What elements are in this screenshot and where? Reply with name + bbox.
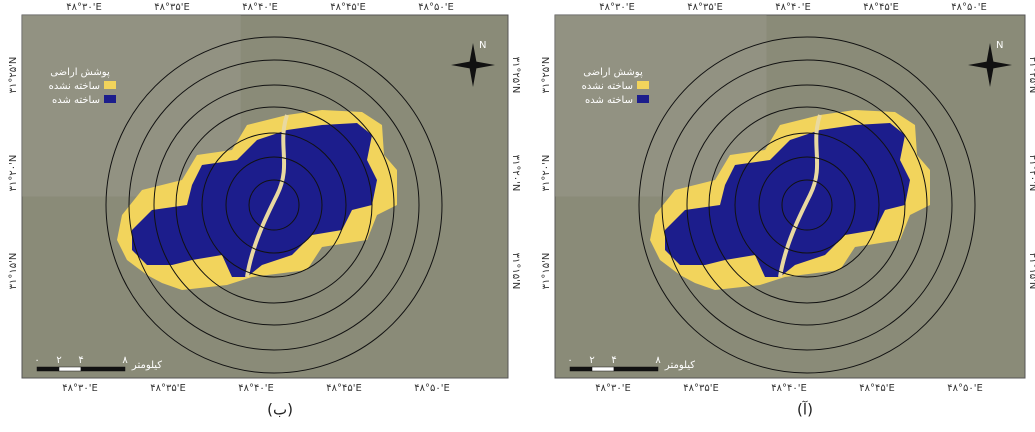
scale-segment xyxy=(59,367,81,371)
right-coordinate: ۳۱°۱۵'N xyxy=(1027,253,1035,290)
left-coordinate: ۳۱°۱۵'N xyxy=(541,253,552,290)
bottom-coordinate: ۴۸°۴۰'E xyxy=(771,383,807,394)
top-coordinate: ۴۸°۵۰'E xyxy=(951,2,987,13)
bottom-coordinate: ۴۸°۴۵'E xyxy=(326,383,362,394)
north-label: N xyxy=(996,40,1003,51)
scale-tick: ۰ xyxy=(34,355,39,366)
legend-swatch xyxy=(104,95,116,103)
scale-tick: ۴ xyxy=(78,355,83,366)
right-coordinate: ۳۱°۱۵'N xyxy=(510,253,521,290)
legend-title: پوشش اراضی xyxy=(583,67,643,78)
top-coordinate: ۴۸°۳۵'E xyxy=(687,2,723,13)
bottom-coordinate: ۴۸°۴۵'E xyxy=(859,383,895,394)
scale-segment xyxy=(37,367,59,371)
legend-swatch xyxy=(637,95,649,103)
scale-tick: ۸ xyxy=(655,355,661,366)
top-coordinate: ۴۸°۳۰'E xyxy=(66,2,102,13)
bottom-coordinate: ۴۸°۳۵'E xyxy=(150,383,186,394)
top-coordinate: ۴۸°۴۰'E xyxy=(775,2,811,13)
bottom-coordinate: ۴۸°۵۰'E xyxy=(414,383,450,394)
right-coordinate: ۳۱°۲۵'N xyxy=(1027,57,1035,94)
scale-tick: ۲ xyxy=(56,355,61,366)
left-coordinate: ۳۱°۲۵'N xyxy=(541,57,552,94)
legend-swatch xyxy=(104,81,116,89)
bottom-coordinate: ۴۸°۳۵'E xyxy=(683,383,719,394)
left-coordinate: ۳۱°۱۵'N xyxy=(8,253,19,290)
legend-title: پوشش اراضی xyxy=(50,67,110,78)
scale-segment xyxy=(592,367,614,371)
top-coordinate: ۴۸°۴۵'E xyxy=(330,2,366,13)
left-coordinate: ۳۱°۲۰'N xyxy=(8,155,19,192)
legend-label: ساخته نشده xyxy=(49,81,100,92)
scale-segment xyxy=(81,367,125,371)
bottom-coordinate: ۴۸°۳۰'E xyxy=(595,383,631,394)
bottom-coordinate: ۴۸°۴۰'E xyxy=(238,383,274,394)
legend-swatch xyxy=(637,81,649,89)
bottom-coordinate: ۴۸°۵۰'E xyxy=(947,383,983,394)
north-label: N xyxy=(479,40,486,51)
left-coordinate: ۳۱°۲۵'N xyxy=(8,57,19,94)
bottom-coordinate: ۴۸°۳۰'E xyxy=(62,383,98,394)
scale-unit: کیلومتر xyxy=(664,360,695,371)
panel-caption: (ب) xyxy=(267,401,293,419)
scale-tick: ۸ xyxy=(122,355,128,366)
right-coordinate: ۳۱°۲۰'N xyxy=(510,155,521,192)
legend-label: ساخته نشده xyxy=(582,81,633,92)
scale-tick: ۰ xyxy=(567,355,572,366)
top-coordinate: ۴۸°۵۰'E xyxy=(418,2,454,13)
right-coordinate: ۳۱°۲۵'N xyxy=(510,57,521,94)
scale-tick: ۲ xyxy=(589,355,594,366)
legend-label: ساخته شده xyxy=(585,95,633,106)
top-coordinate: ۴۸°۳۵'E xyxy=(154,2,190,13)
top-coordinate: ۴۸°۴۵'E xyxy=(863,2,899,13)
scale-tick: ۴ xyxy=(611,355,616,366)
scale-unit: کیلومتر xyxy=(131,360,162,371)
page: {"panels": [ {"caption": "(ب)", "top_lab… xyxy=(0,0,1035,432)
panel-caption: (آ) xyxy=(797,401,813,419)
figure: پوشش اراضیساخته نشدهساخته شدهN۰۲۴۸کیلومت… xyxy=(0,0,1035,432)
top-coordinate: ۴۸°۴۰'E xyxy=(242,2,278,13)
scale-segment xyxy=(614,367,658,371)
top-coordinate: ۴۸°۳۰'E xyxy=(599,2,635,13)
left-coordinate: ۳۱°۲۰'N xyxy=(541,155,552,192)
scale-segment xyxy=(570,367,592,371)
legend-label: ساخته شده xyxy=(52,95,100,106)
right-coordinate: ۳۱°۲۰'N xyxy=(1027,155,1035,192)
